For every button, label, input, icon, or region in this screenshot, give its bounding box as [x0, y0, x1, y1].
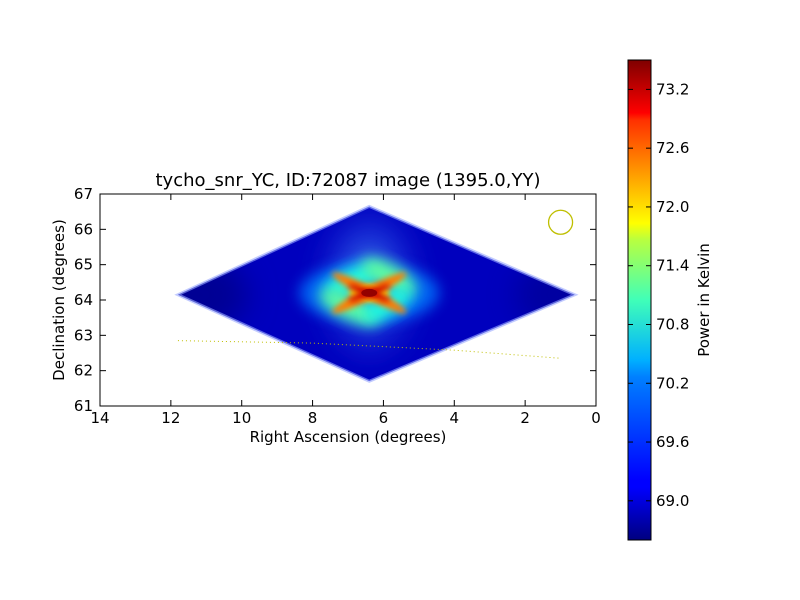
chart-title: tycho_snr_YC, ID:72087 image (1395.0,YY): [156, 170, 541, 191]
colorbar-label: Power in Kelvin: [695, 243, 713, 357]
y-tick-label: 62: [74, 362, 93, 380]
colorbar-tick-label: 73.2: [656, 80, 689, 98]
y-tick-label: 66: [74, 220, 93, 238]
y-tick-label: 63: [74, 326, 93, 344]
emission-peak: [361, 288, 378, 297]
colorbar-tick-label: 69.0: [656, 492, 689, 510]
x-tick-label: 6: [379, 409, 389, 427]
x-tick-label: 12: [161, 409, 180, 427]
y-axis-label: Declination (degrees): [50, 219, 68, 381]
colorbar-tick-label: 72.6: [656, 139, 689, 157]
colorbar-tick-label: 71.4: [656, 257, 689, 275]
x-tick-label: 10: [232, 409, 251, 427]
y-axis: 61 62 63 64 65 66 67: [74, 185, 596, 415]
x-tick-label: 8: [308, 409, 318, 427]
overlay-layer: [177, 209, 574, 359]
x-tick-label: 0: [591, 409, 601, 427]
x-tick-label: 4: [450, 409, 460, 427]
colorbar-tick-label: 70.2: [656, 374, 689, 392]
x-tick-label: 2: [520, 409, 530, 427]
y-tick-label: 67: [74, 185, 93, 203]
colorbar-gradient: [627, 59, 652, 541]
x-axis: 14 12 10 8 6 4 2 0: [90, 194, 601, 427]
x-tick-label: 14: [90, 409, 109, 427]
y-tick-label: 65: [74, 256, 93, 274]
colorbar-ticks: 69.0 69.6 70.2 70.8 71.4 72.0 72.6 73.2: [628, 80, 689, 510]
colorbar-tick-label: 70.8: [656, 315, 689, 333]
y-tick-label: 64: [74, 291, 93, 309]
colorbar: 69.0 69.6 70.2 70.8 71.4 72.0 72.6 73.2 Power i…: [627, 59, 713, 541]
colorbar-tick-label: 69.6: [656, 433, 689, 451]
x-axis-label: Right Ascension (degrees): [250, 428, 447, 446]
image-edge: [174, 204, 579, 383]
y-tick-label: 61: [74, 397, 93, 415]
colorbar-tick-label: 72.0: [656, 198, 689, 216]
beam-circle: [547, 209, 574, 235]
